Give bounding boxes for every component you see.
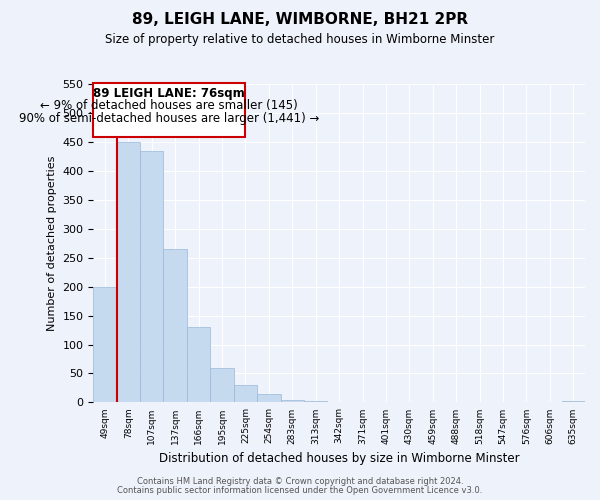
Bar — [234, 385, 257, 402]
Bar — [140, 150, 163, 402]
FancyBboxPatch shape — [93, 83, 245, 138]
Text: Contains HM Land Registry data © Crown copyright and database right 2024.: Contains HM Land Registry data © Crown c… — [137, 477, 463, 486]
Bar — [93, 286, 116, 403]
Y-axis label: Number of detached properties: Number of detached properties — [47, 156, 57, 331]
Text: Contains public sector information licensed under the Open Government Licence v3: Contains public sector information licen… — [118, 486, 482, 495]
Bar — [211, 368, 234, 402]
Text: 89, LEIGH LANE, WIMBORNE, BH21 2PR: 89, LEIGH LANE, WIMBORNE, BH21 2PR — [132, 12, 468, 28]
Bar — [187, 327, 211, 402]
X-axis label: Distribution of detached houses by size in Wimborne Minster: Distribution of detached houses by size … — [159, 452, 520, 465]
Bar — [163, 249, 187, 402]
Text: ← 9% of detached houses are smaller (145): ← 9% of detached houses are smaller (145… — [40, 99, 298, 112]
Text: Size of property relative to detached houses in Wimborne Minster: Size of property relative to detached ho… — [106, 32, 494, 46]
Text: 90% of semi-detached houses are larger (1,441) →: 90% of semi-detached houses are larger (… — [19, 112, 320, 125]
Bar — [562, 400, 585, 402]
Bar — [116, 142, 140, 403]
Bar — [281, 400, 304, 402]
Bar — [257, 394, 281, 402]
Text: 89 LEIGH LANE: 76sqm: 89 LEIGH LANE: 76sqm — [94, 88, 245, 101]
